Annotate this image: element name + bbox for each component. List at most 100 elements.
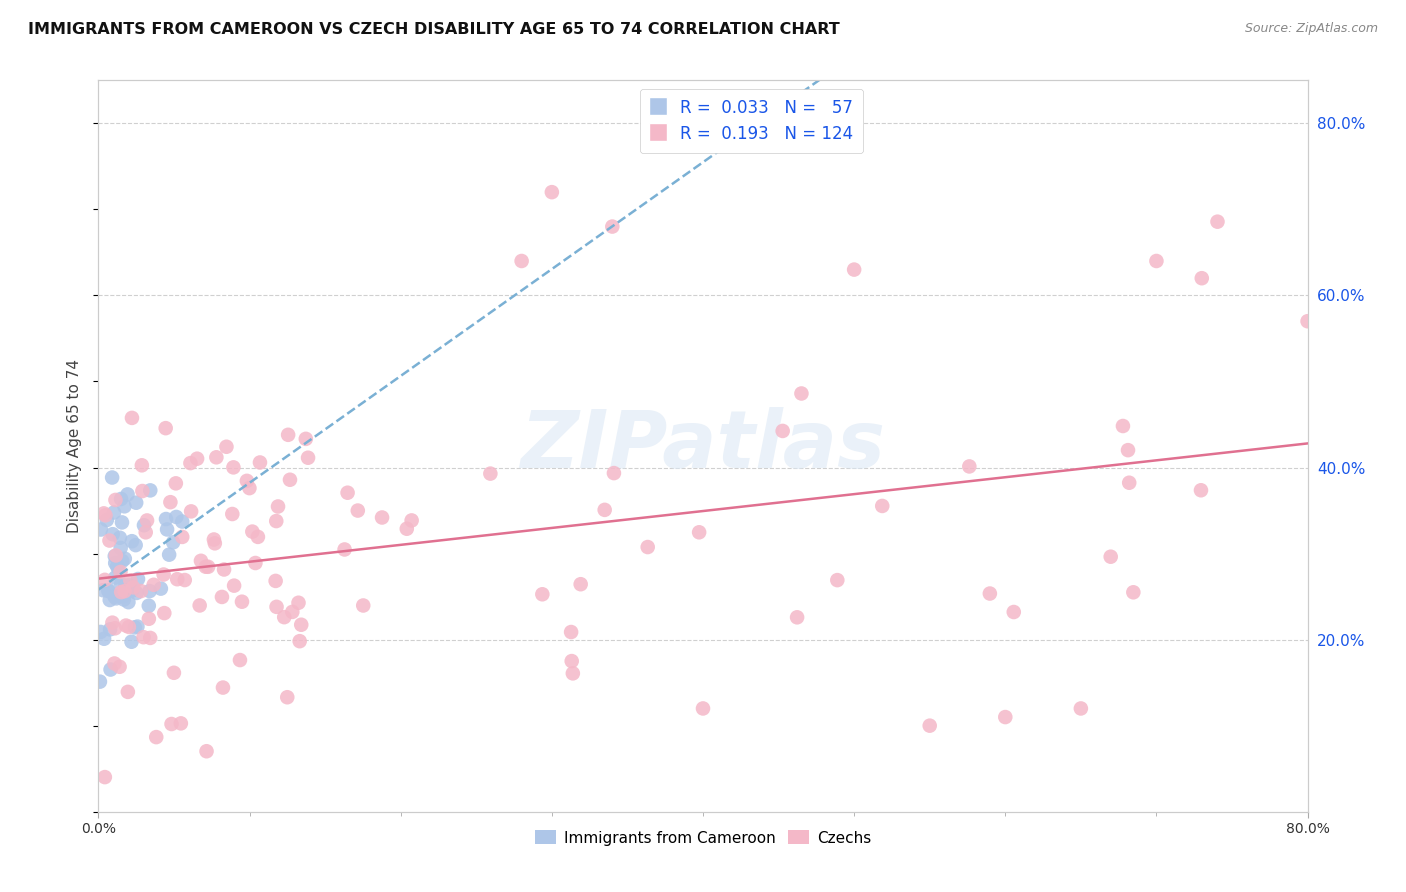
Point xyxy=(160,717,183,731)
Point xyxy=(221,507,243,521)
Point xyxy=(110,577,132,591)
Point xyxy=(89,674,111,689)
Text: Source: ZipAtlas.com: Source: ZipAtlas.com xyxy=(1244,22,1378,36)
Point xyxy=(117,578,139,592)
Point xyxy=(101,527,124,541)
Point xyxy=(173,573,195,587)
Point xyxy=(215,440,238,454)
Point xyxy=(97,584,120,599)
Point xyxy=(224,579,246,593)
Point xyxy=(1122,585,1144,599)
Point xyxy=(870,499,893,513)
Point xyxy=(264,574,287,588)
Point xyxy=(93,507,115,521)
Point xyxy=(100,663,122,677)
Point xyxy=(97,583,120,598)
Point xyxy=(240,524,263,539)
Point xyxy=(110,585,132,599)
Point xyxy=(117,685,139,699)
Point xyxy=(1189,483,1212,498)
Point xyxy=(149,582,172,596)
Point xyxy=(211,590,233,604)
Point xyxy=(238,481,260,495)
Point xyxy=(278,473,301,487)
Point xyxy=(246,530,269,544)
Point xyxy=(104,621,127,635)
Point xyxy=(180,504,202,518)
Point xyxy=(98,623,121,637)
Point xyxy=(170,716,193,731)
Point xyxy=(918,719,941,733)
Point xyxy=(110,491,132,506)
Point xyxy=(1116,443,1139,458)
Point xyxy=(117,487,139,501)
Point xyxy=(110,541,132,555)
Point xyxy=(129,584,152,599)
Point xyxy=(125,586,148,600)
Point xyxy=(1144,254,1167,268)
Point xyxy=(98,533,121,548)
Point xyxy=(159,495,181,509)
Point xyxy=(561,654,583,668)
Point xyxy=(104,549,127,563)
Point xyxy=(957,459,980,474)
Point xyxy=(162,535,184,549)
Point xyxy=(560,625,582,640)
Point xyxy=(139,631,162,645)
Point xyxy=(91,583,114,598)
Point xyxy=(197,559,219,574)
Point xyxy=(114,551,136,566)
Point xyxy=(1191,271,1213,285)
Point xyxy=(152,567,174,582)
Point xyxy=(101,615,124,630)
Point xyxy=(124,620,146,634)
Point xyxy=(1206,215,1229,229)
Point xyxy=(157,548,180,562)
Point xyxy=(105,558,128,573)
Point xyxy=(165,510,187,524)
Point xyxy=(94,573,117,587)
Point xyxy=(276,690,298,705)
Point xyxy=(138,584,160,599)
Point xyxy=(827,573,849,587)
Point xyxy=(249,455,271,469)
Point xyxy=(401,513,423,527)
Point xyxy=(245,556,267,570)
Point xyxy=(93,632,115,646)
Point xyxy=(786,610,808,624)
Point xyxy=(132,518,155,533)
Point xyxy=(593,503,616,517)
Text: IMMIGRANTS FROM CAMEROON VS CZECH DISABILITY AGE 65 TO 74 CORRELATION CHART: IMMIGRANTS FROM CAMEROON VS CZECH DISABI… xyxy=(28,22,839,37)
Legend: Immigrants from Cameroon, Czechs: Immigrants from Cameroon, Czechs xyxy=(529,824,877,852)
Point xyxy=(142,578,165,592)
Point xyxy=(288,634,311,648)
Point xyxy=(688,525,710,540)
Point xyxy=(135,525,157,540)
Point xyxy=(114,584,136,599)
Point xyxy=(979,586,1001,600)
Point xyxy=(202,533,225,547)
Point xyxy=(104,570,127,584)
Point xyxy=(166,572,188,586)
Point xyxy=(153,606,176,620)
Point xyxy=(561,666,583,681)
Point xyxy=(121,634,143,648)
Point xyxy=(132,630,155,644)
Point xyxy=(165,476,187,491)
Point xyxy=(108,660,131,674)
Point xyxy=(267,500,290,514)
Point xyxy=(295,432,318,446)
Point xyxy=(273,610,295,624)
Point xyxy=(287,596,309,610)
Point xyxy=(1070,701,1092,715)
Point xyxy=(186,451,208,466)
Point xyxy=(163,665,186,680)
Point xyxy=(127,572,149,586)
Point xyxy=(1118,475,1140,490)
Point xyxy=(122,580,145,594)
Point xyxy=(105,589,128,603)
Point xyxy=(994,710,1017,724)
Point xyxy=(222,460,245,475)
Point xyxy=(121,410,143,425)
Point xyxy=(336,485,359,500)
